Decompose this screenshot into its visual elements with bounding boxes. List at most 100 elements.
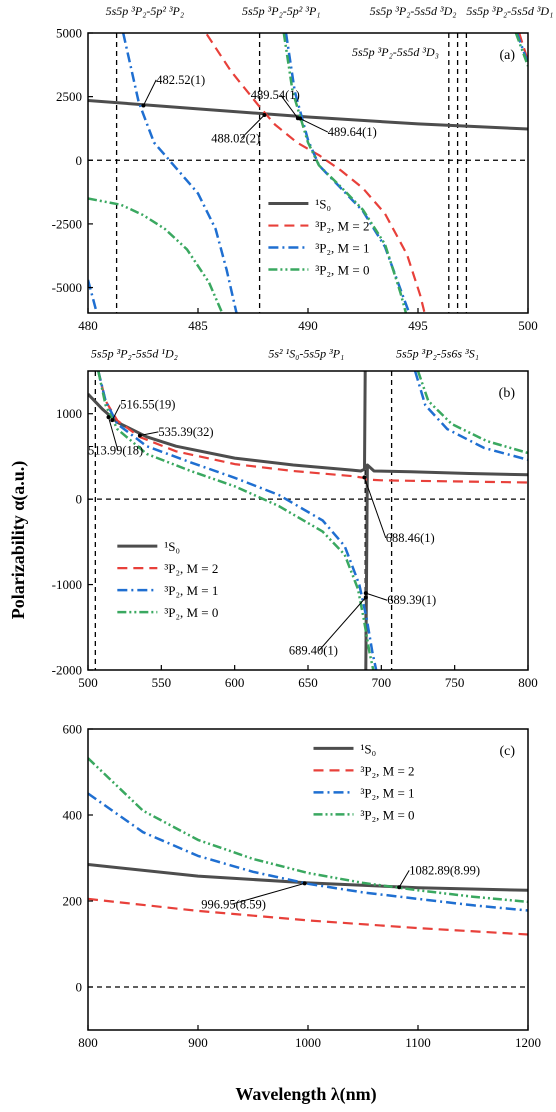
annotation-label: 482.52(1) — [156, 73, 205, 87]
annotation-label: 996.95(8.59) — [201, 897, 266, 911]
resonance-label: 5s² ¹S₀-5s5p ³P₁ — [268, 346, 344, 360]
y-tick-label: 600 — [63, 722, 83, 737]
annotation-arrow — [111, 404, 121, 421]
y-tick-label: 0 — [76, 153, 83, 168]
resonance-label: 5s5p ³P₂-5s5d ³D₁ — [466, 4, 553, 18]
series-line-s0 — [364, 463, 528, 670]
x-tick-label: 490 — [298, 318, 318, 333]
x-tick-label: 750 — [445, 675, 465, 690]
legend-label: ³P₂, M = 0 — [164, 605, 218, 620]
series-line-s0 — [88, 99, 528, 131]
legend-label: ³P₂, M = 1 — [361, 785, 415, 800]
legend-label: ³P₂, M = 2 — [315, 219, 369, 234]
resonance-label: 5s5p ³P₂-5p² ³P₁ — [242, 4, 320, 18]
annotation-point — [298, 116, 303, 121]
annotation-point — [110, 418, 115, 423]
x-tick-label: 485 — [188, 318, 208, 333]
annotation-label: 689.39(1) — [387, 593, 436, 607]
y-axis-title: Polarizability α(a.u.) — [8, 461, 29, 620]
x-tick-label: 1100 — [405, 1035, 431, 1050]
plot-frame — [87, 370, 529, 671]
panel-label: (a) — [499, 48, 515, 63]
legend-label: ¹S₀ — [164, 539, 180, 554]
series-group — [88, 757, 528, 936]
x-tick-label: 650 — [298, 675, 318, 690]
series-line-m1 — [284, 33, 411, 313]
series-line-m0 — [514, 33, 528, 67]
panel-label: (b) — [499, 386, 516, 401]
y-tick-label: 400 — [63, 808, 83, 823]
annotation-arrow — [318, 597, 367, 651]
resonance-label: 5s5p ³P₂-5s5d ³D₃ — [352, 45, 439, 59]
panel-c: 800 900 1000 1100 1200 0 200 400 600 (c) 996.95(8.… — [63, 722, 542, 1051]
annotation-point — [363, 591, 368, 596]
annotation-arrow — [398, 870, 410, 888]
annotation-arrow — [299, 118, 329, 133]
x-tick-label: 600 — [225, 675, 245, 690]
y-tick-label: 0 — [76, 492, 83, 507]
y-tick-label: 5000 — [56, 26, 82, 41]
annotation-label: 689.40(1) — [289, 644, 338, 658]
resonance-label: 5s5p ³P₂-5s6s ³S₁ — [396, 346, 479, 360]
resonance-label: 5s5p ³P₂-5s5d ¹D₂ — [91, 346, 178, 360]
x-tick-label: 500 — [518, 318, 538, 333]
x-tick-label: 800 — [78, 1035, 98, 1050]
annotation-arrow — [231, 882, 305, 905]
x-tick-label: 800 — [518, 675, 538, 690]
y-tick-label: -5000 — [52, 280, 82, 295]
resonance-label: 5s5p ³P₂-5s5d ³D₂ — [370, 4, 457, 18]
annotation-arrow — [108, 416, 119, 451]
annotation-arrow — [142, 79, 157, 106]
legend-label: ³P₂, M = 1 — [315, 241, 369, 256]
x-tick-label: 700 — [372, 675, 392, 690]
x-tick-label: 900 — [188, 1035, 208, 1050]
x-tick-label: 495 — [408, 318, 428, 333]
y-tick-label: 2500 — [56, 89, 82, 104]
annotation-point — [137, 433, 142, 438]
panel-b: 5s5p ³P₂-5s5d ¹D₂ 5s² ¹S₀-5s5p ³P₁ 5s5p ³P… — [52, 346, 538, 690]
legend-label: ³P₂, M = 2 — [361, 763, 415, 778]
chart-panels: 5s5p ³P₂-5p² ³P₂ 5s5p ³P₂-5p² ³P₁ 5s5p ³P₂… — [52, 4, 554, 1050]
y-tick-label: 200 — [63, 894, 83, 909]
series-line-m0 — [416, 371, 528, 455]
annotation-arrow — [363, 477, 387, 539]
annotation-label: 1082.89(8.99) — [409, 863, 480, 877]
series-group — [88, 371, 528, 670]
annotation-arrow — [139, 431, 159, 436]
legend-label: ¹S₀ — [315, 197, 331, 212]
annotation-label: 489.54(1) — [251, 88, 300, 102]
plot-frame — [87, 32, 529, 314]
series-group — [88, 33, 528, 313]
x-tick-label: 550 — [152, 675, 172, 690]
annotation-point — [141, 103, 146, 108]
legend-label: ³P₂, M = 0 — [315, 263, 369, 278]
x-axis-title: Wavelength λ(nm) — [235, 1084, 376, 1105]
series-line-m0 — [88, 757, 528, 904]
y-tick-label: -2000 — [52, 663, 82, 678]
legend-label: ³P₂, M = 2 — [164, 561, 218, 576]
series-line-m1 — [121, 33, 238, 313]
annotation-label: 688.46(1) — [386, 531, 435, 545]
annotation-point — [302, 881, 307, 886]
annotation-point — [362, 475, 367, 480]
annotation-label: 516.55(19) — [120, 398, 175, 412]
plot-frame — [87, 728, 529, 1031]
panel-a: 5s5p ³P₂-5p² ³P₂ 5s5p ³P₂-5p² ³P₁ 5s5p ³P₂… — [52, 4, 554, 333]
y-tick-label: -2500 — [52, 216, 82, 231]
legend-label: ³P₂, M = 1 — [164, 583, 218, 598]
x-tick-label: 1000 — [295, 1035, 321, 1050]
resonance-label: 5s5p ³P₂-5p² ³P₂ — [106, 4, 184, 18]
series-line-m1 — [88, 792, 528, 912]
panel-label: (c) — [499, 744, 515, 759]
annotation-arrow — [365, 592, 388, 601]
series-line-m1 — [413, 371, 528, 462]
x-tick-label: 480 — [78, 318, 98, 333]
annotation-arrow — [280, 94, 299, 119]
series-line-m2 — [97, 371, 528, 484]
annotation-label: 489.64(1) — [328, 125, 377, 139]
y-tick-label: -1000 — [52, 577, 82, 592]
series-line-m1 — [88, 279, 99, 313]
annotation-label: 535.39(32) — [158, 425, 213, 439]
series-line-m0 — [97, 371, 375, 670]
